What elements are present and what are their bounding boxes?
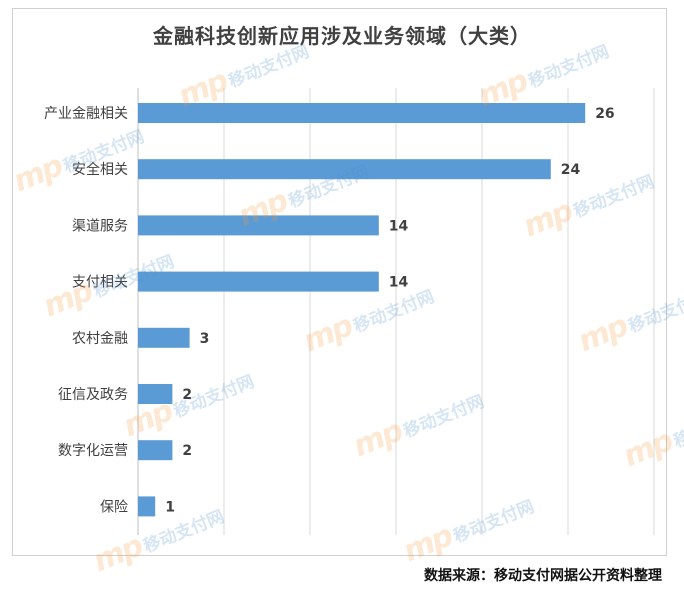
bar [138,103,586,123]
category-label: 保险 [100,499,128,515]
data-label: 26 [595,106,614,122]
data-label: 2 [182,387,192,403]
category-label: 数字化运营 [58,443,128,459]
source-note: 数据来源：移动支付网据公开资料整理 [424,568,662,584]
category-label: 支付相关 [72,275,128,291]
bar [138,440,173,461]
bar [138,384,173,404]
bar [138,327,190,348]
data-label: 1 [165,499,175,515]
bar [138,215,379,236]
bar [138,159,551,180]
data-label: 14 [389,218,409,234]
chart-title: 金融科技创新应用涉及业务领域（大类） [153,24,531,48]
category-label: 农村金融 [72,331,128,347]
category-label: 渠道服务 [72,218,128,234]
data-label: 2 [182,443,192,459]
data-label: 3 [200,331,210,347]
data-label: 24 [561,162,581,178]
data-label: 14 [389,275,409,291]
bar [138,271,379,292]
bar [138,496,156,517]
category-label: 安全相关 [72,161,128,178]
category-label: 产业金融相关 [44,106,128,122]
category-label: 征信及政务 [58,387,128,403]
